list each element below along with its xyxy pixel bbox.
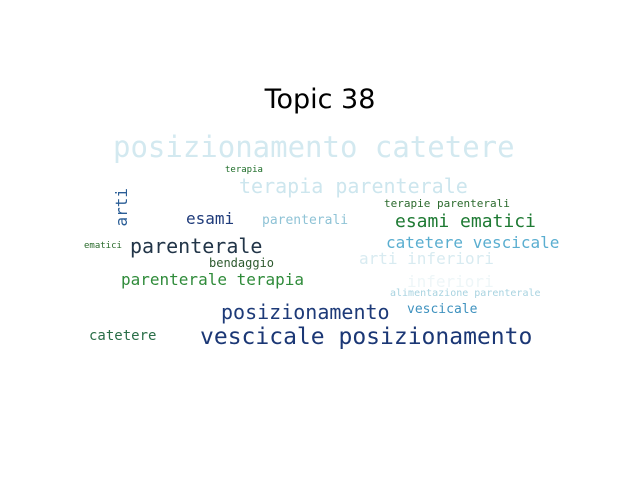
cloud-word: inferiori (407, 272, 494, 291)
cloud-word: terapie parenterali (384, 197, 510, 210)
cloud-word: terapia parenterale (239, 174, 468, 198)
word-cloud: posizionamento catetere terapia terapia pa… (84, 130, 576, 362)
figure-title: Topic 38 (264, 84, 376, 115)
cloud-word: esami (186, 209, 235, 228)
cloud-word: posizionamento (221, 300, 390, 324)
cloud-word: alimentazione parenterale (390, 288, 541, 299)
cloud-word: posizionamento catetere (113, 130, 515, 164)
cloud-word: arti inferiori (359, 249, 494, 268)
cloud-word: vescicale posizionamento (200, 324, 533, 350)
cloud-word: ematici (84, 241, 122, 251)
cloud-word: catetere (89, 328, 157, 344)
cloud-word: bendaggio (209, 256, 275, 270)
cloud-word: arti (112, 188, 131, 227)
cloud-word: vescicale (407, 302, 478, 317)
cloud-word: parenterali (262, 213, 349, 228)
cloud-word: terapia (225, 165, 263, 175)
cloud-word: esami ematici (395, 211, 536, 232)
cloud-word: parenterale terapia (121, 270, 305, 289)
cloud-word: parenterale (130, 234, 263, 258)
cloud-word: catetere vescicale (386, 233, 560, 252)
